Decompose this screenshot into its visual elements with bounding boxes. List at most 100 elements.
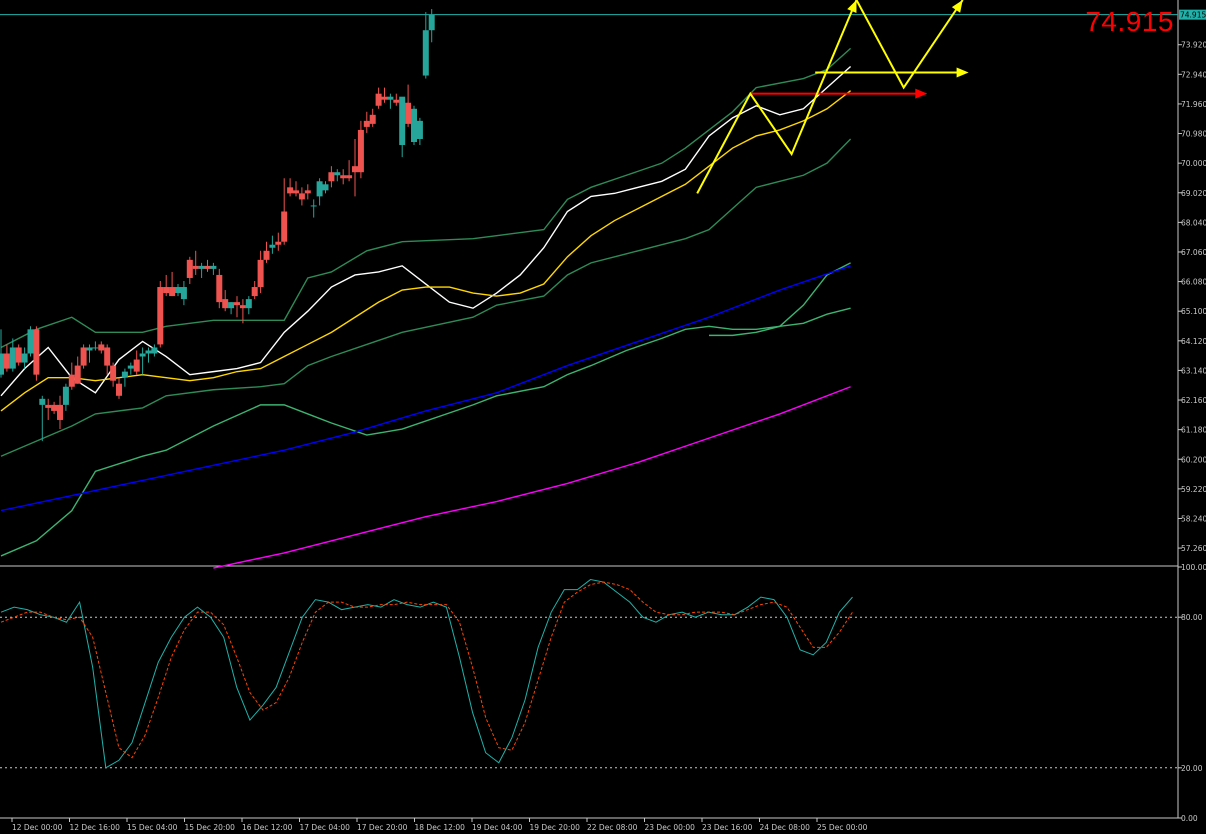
price-tick-label: 65.100 <box>1181 307 1206 316</box>
candle-body <box>192 265 199 269</box>
candle-body <box>80 347 87 366</box>
candle-body <box>352 166 358 173</box>
time-tick-label: 24 Dec 08:00 <box>760 823 811 832</box>
candle-body <box>251 287 258 297</box>
candle-body <box>98 344 105 351</box>
candle-body <box>239 305 246 309</box>
candle-body <box>145 350 152 354</box>
candle-body <box>163 287 170 294</box>
candle-body <box>228 302 235 309</box>
time-tick-label: 23 Dec 16:00 <box>702 823 753 832</box>
price-tick-label: 61.180 <box>1181 426 1206 435</box>
time-tick-label: 19 Dec 20:00 <box>530 823 581 832</box>
candle-body <box>428 14 435 31</box>
candle-body <box>51 404 58 411</box>
candle-body <box>86 347 93 351</box>
time-tick-label: 25 Dec 00:00 <box>817 823 868 832</box>
candle-body <box>411 108 417 143</box>
candle-body <box>216 274 223 303</box>
price-tick-label: 64.120 <box>1181 337 1206 346</box>
time-tick-label: 18 Dec 12:00 <box>415 823 466 832</box>
price-tick-label: 57.260 <box>1181 544 1206 553</box>
price-tick-label: 68.040 <box>1181 218 1206 227</box>
price-tick-label: 67.060 <box>1181 248 1206 257</box>
price-tick-label: 72.940 <box>1181 70 1206 79</box>
candle-body <box>57 404 63 420</box>
candle-body <box>334 172 341 176</box>
candle-body <box>157 287 164 345</box>
candle-body <box>416 120 423 139</box>
time-tick-label: 12 Dec 00:00 <box>12 823 63 832</box>
candle-body <box>293 190 299 194</box>
candle-body <box>169 287 176 297</box>
time-tick-label: 22 Dec 08:00 <box>587 823 638 832</box>
indicator-line <box>213 386 851 569</box>
time-tick-label: 17 Dec 04:00 <box>300 823 351 832</box>
candle-body <box>387 96 394 100</box>
candle-body <box>234 302 240 306</box>
candle-body <box>363 120 370 127</box>
price-tick-label: 69.020 <box>1181 189 1206 198</box>
price-tick-label: 71.960 <box>1181 100 1206 109</box>
candle-body <box>15 347 22 363</box>
price-tick-label: 60.200 <box>1181 455 1206 464</box>
oscillator-tick-label: 0.00 <box>1181 814 1198 823</box>
candle-body <box>304 190 311 194</box>
candle-body <box>316 181 323 197</box>
candle-body <box>275 241 282 245</box>
indicator-line <box>0 138 852 457</box>
current-price-tag-label: 74.915 <box>1180 11 1206 20</box>
candle-body <box>399 96 406 146</box>
candle-body <box>3 353 10 369</box>
price-tick-label: 73.920 <box>1181 41 1206 50</box>
candle-body <box>198 265 205 269</box>
candle-body <box>21 353 28 363</box>
candle-body <box>328 172 335 182</box>
indicator-line <box>0 47 852 349</box>
candle-body <box>62 386 69 405</box>
candle-body <box>210 265 217 269</box>
price-tick-label: 59.220 <box>1181 485 1206 494</box>
indicator-line <box>0 65 852 397</box>
oscillator-series-line <box>0 581 853 759</box>
candle-body <box>340 175 347 179</box>
indicator-line <box>0 90 852 412</box>
oscillator-tick-label: 100.00 <box>1181 563 1206 572</box>
candle-body <box>357 129 364 173</box>
candle-body <box>33 329 40 375</box>
candle-body <box>180 287 187 300</box>
candle-body <box>68 374 75 387</box>
candle-body <box>110 365 117 381</box>
price-tick-label: 58.240 <box>1181 514 1206 523</box>
level-arrowhead <box>915 88 928 99</box>
oscillator-series-line <box>0 579 853 769</box>
candle-body <box>245 299 252 309</box>
candle-body <box>310 205 317 207</box>
indicator-line <box>0 265 851 512</box>
time-tick-label: 15 Dec 20:00 <box>185 823 236 832</box>
candle-body <box>39 398 46 405</box>
candle-body <box>186 259 193 278</box>
candle-body <box>133 359 140 372</box>
candle-body <box>0 353 4 375</box>
price-tick-label: 62.160 <box>1181 396 1206 405</box>
candle-body <box>257 259 264 288</box>
oscillator-tick-label: 80.00 <box>1181 613 1203 622</box>
oscillator-tick-label: 20.00 <box>1181 764 1203 773</box>
time-tick-label: 23 Dec 00:00 <box>645 823 696 832</box>
zigzag-annotation <box>855 0 964 90</box>
current-price-display: 74.915 <box>1085 6 1174 37</box>
zigzag-arrowhead <box>951 0 963 13</box>
candle-body <box>375 93 382 106</box>
candle-body <box>27 329 34 354</box>
level-arrowhead <box>956 67 969 78</box>
time-tick-label: 19 Dec 04:00 <box>472 823 523 832</box>
candle-body <box>298 193 305 200</box>
current-price-tag <box>1179 9 1206 20</box>
price-tick-label: 63.140 <box>1181 366 1206 375</box>
candle-body <box>204 265 211 269</box>
zigzag-annotation <box>696 0 858 194</box>
indicator-line <box>709 262 851 337</box>
candle-body <box>74 365 81 384</box>
